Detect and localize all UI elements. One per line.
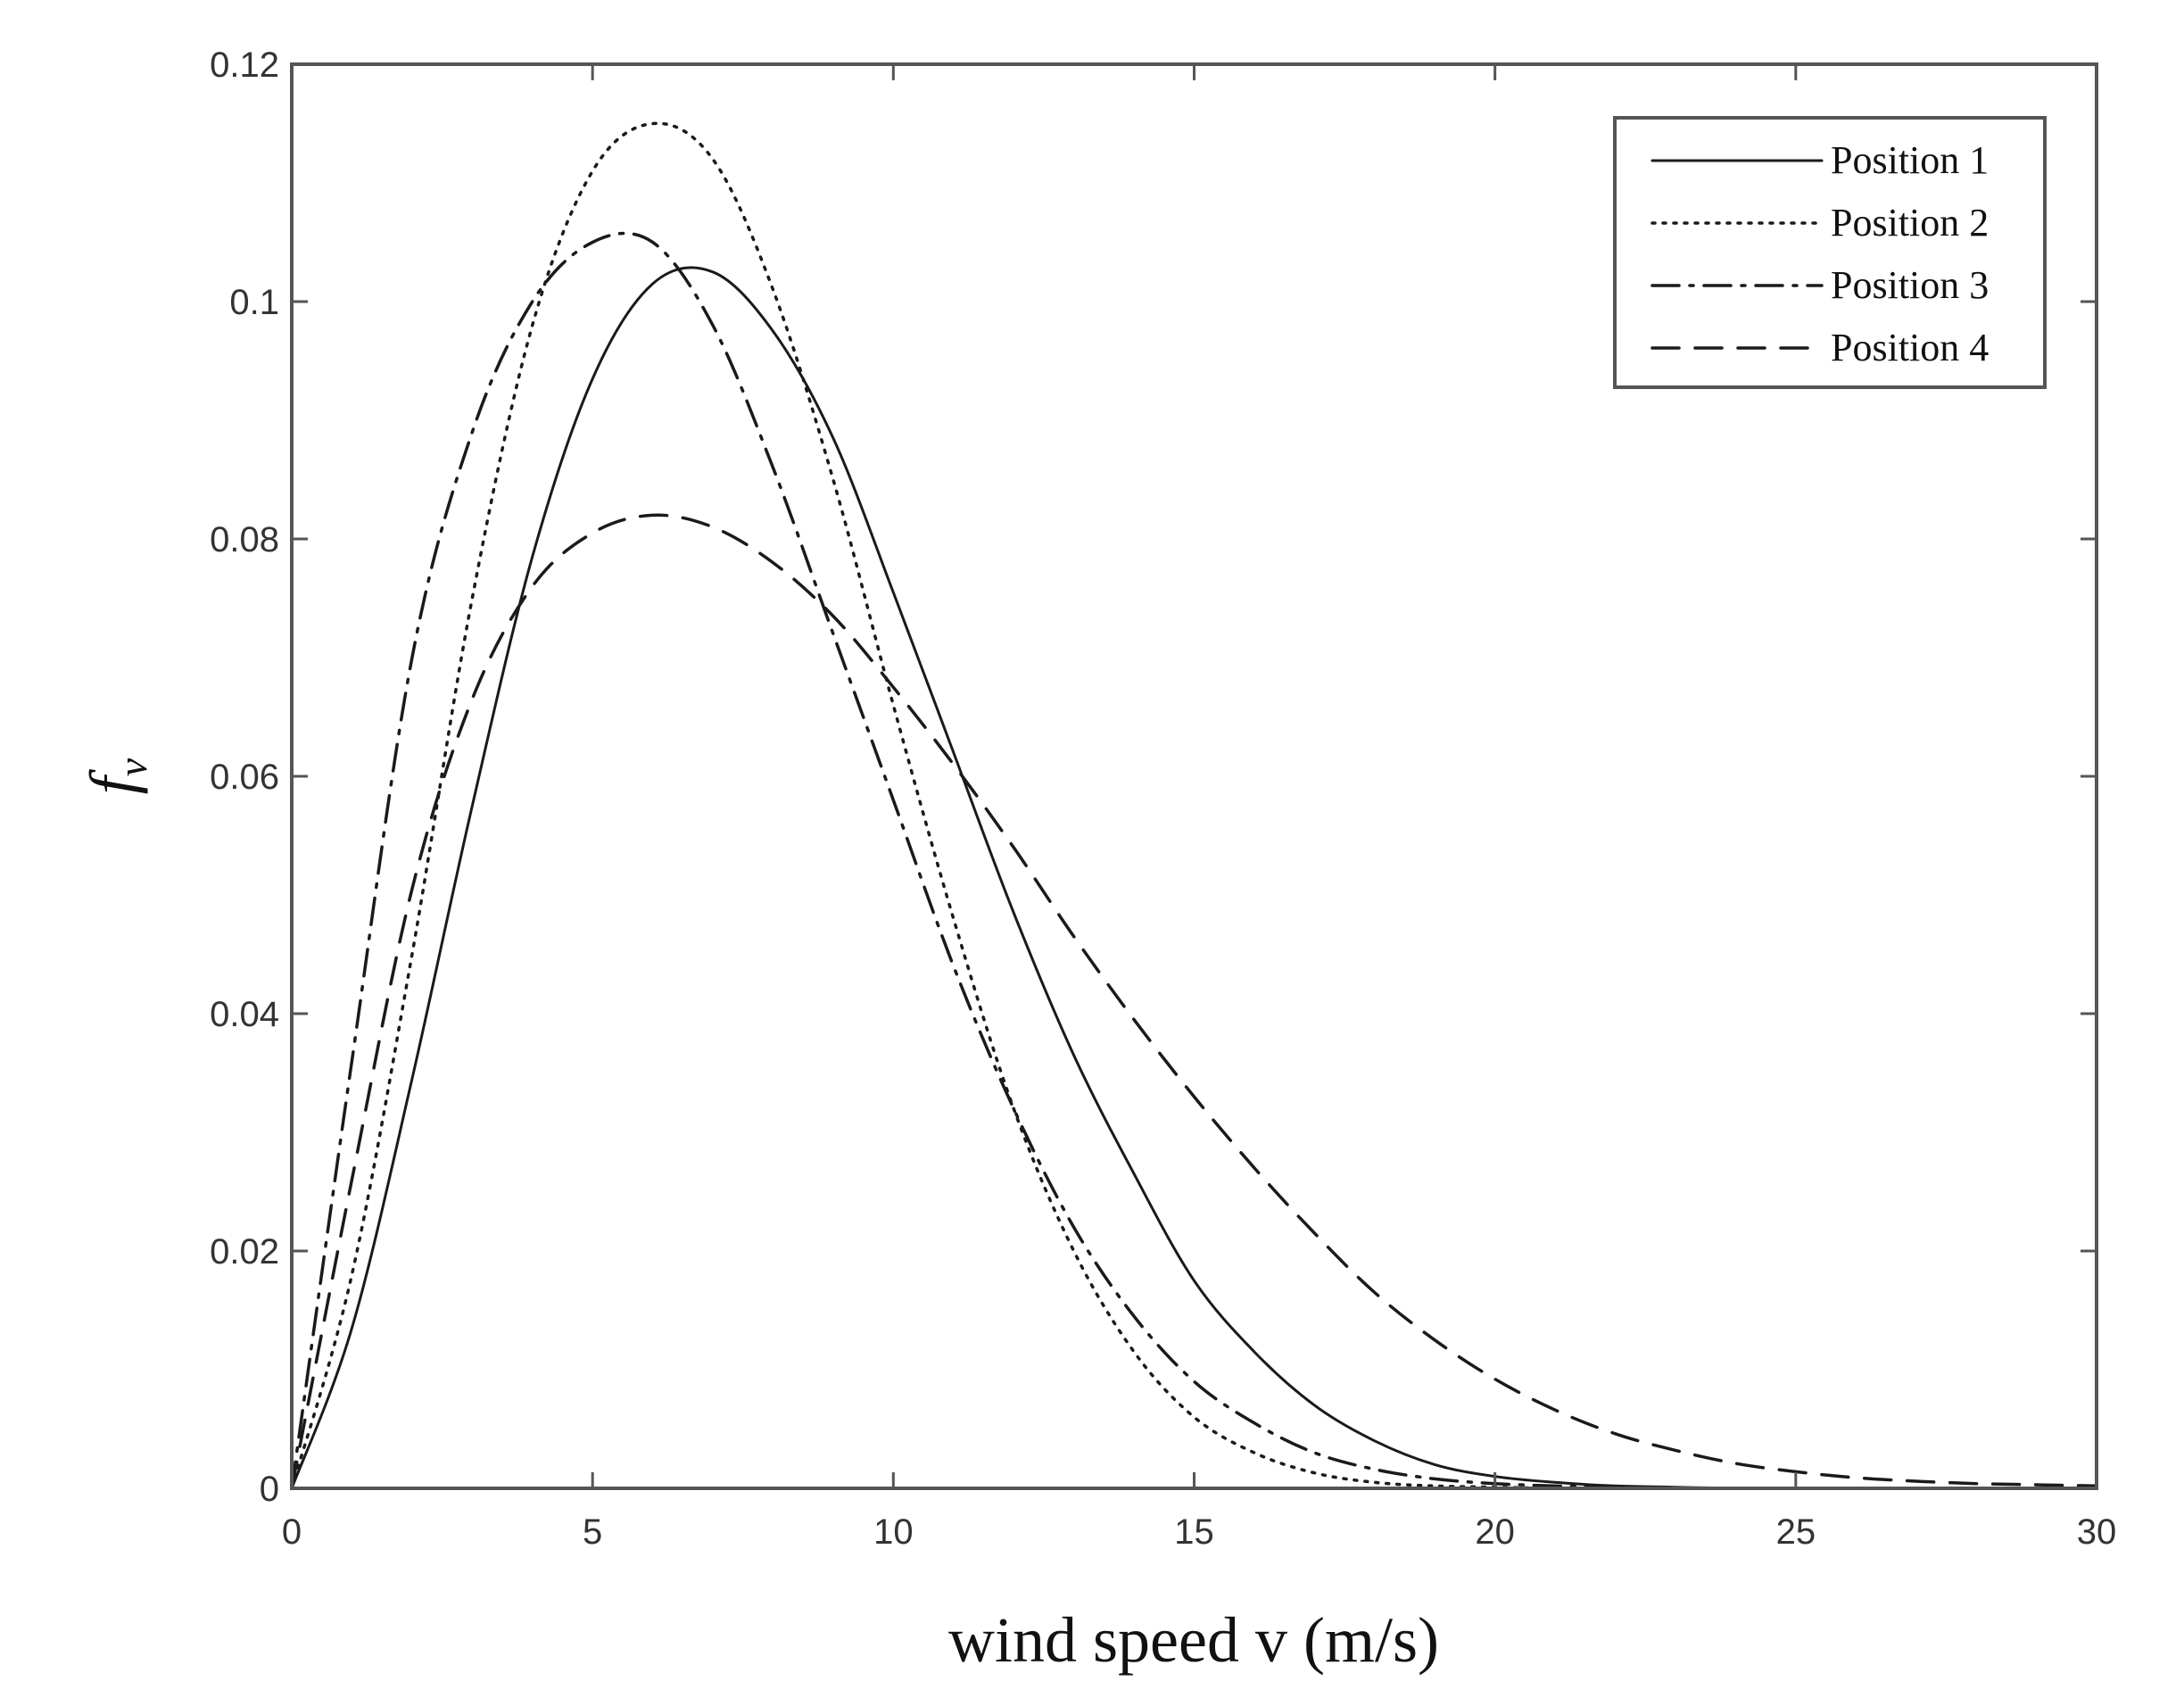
y-tick-label: 0.12 [210, 46, 279, 85]
legend-box [1613, 116, 2047, 389]
y-tick-label: 0.1 [229, 283, 279, 322]
legend-label-1: Position 1 [1831, 138, 1989, 182]
y-tick-label: 0.04 [210, 995, 279, 1034]
legend-label-3: Position 3 [1831, 263, 1989, 307]
legend-label-2: Position 2 [1831, 201, 1989, 244]
x-tick-label: 10 [873, 1512, 914, 1552]
y-tick-label: 0.06 [210, 758, 279, 797]
series-line-4 [290, 513, 2098, 1490]
x-tick-label: 15 [1174, 1512, 1214, 1552]
legend: Position 1 Position 2 Position 3 Position 4 [1613, 116, 2047, 389]
y-axis-label-sub: v [110, 758, 155, 776]
x-tick-label: 0 [282, 1512, 302, 1552]
y-tick-label: 0 [260, 1470, 279, 1509]
x-tick-label: 25 [1776, 1512, 1816, 1552]
y-tick-label: 0.02 [210, 1232, 279, 1272]
svg-text:fv: fv [77, 758, 155, 794]
tick-layer: 0 5 10 15 20 25 30 0 0.02 0.04 0.06 0.08 0.1 0.12 [210, 46, 2116, 1552]
x-tick-label: 5 [583, 1512, 602, 1552]
x-axis-label: wind speed v (m/s) [948, 1604, 1439, 1676]
x-tick-label: 30 [2077, 1512, 2117, 1552]
x-tick-label: 20 [1475, 1512, 1515, 1552]
legend-label-4: Position 4 [1831, 326, 1989, 369]
y-axis-label: fv [77, 758, 155, 794]
y-tick-label: 0.08 [210, 520, 279, 559]
